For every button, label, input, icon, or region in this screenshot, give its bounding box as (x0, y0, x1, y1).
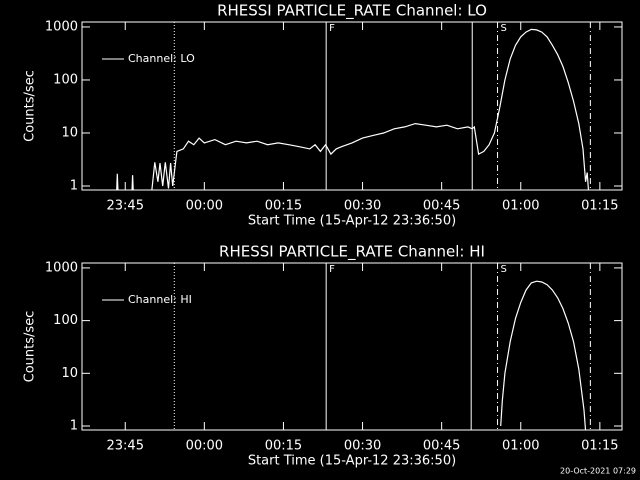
x-axis-label: Start Time (15-Apr-12 23:36:50) (248, 214, 456, 229)
x-tick-label: 00:45 (423, 439, 460, 454)
x-tick-label: 01:00 (502, 199, 539, 214)
y-tick-label: 10 (61, 366, 78, 381)
x-tick-label: 00:45 (423, 199, 460, 214)
x-tick-label: 00:15 (265, 439, 302, 454)
marker-label: S (501, 23, 507, 34)
data-line (116, 28, 590, 190)
footer-timestamp: 20-Oct-2021 07:29 (560, 467, 636, 476)
chart-title: RHESSI PARTICLE_RATE Channel: HI (219, 243, 485, 262)
plot-frame (81, 262, 623, 431)
x-tick-label: 01:15 (581, 199, 618, 214)
x-tick-label: 00:30 (344, 439, 381, 454)
marker-label: F (329, 264, 335, 275)
y-tick-label: 1 (70, 178, 78, 193)
y-tick-label: 10 (61, 125, 78, 140)
x-tick-label: 23:45 (107, 199, 144, 214)
legend-label: Channel: LO (128, 52, 195, 65)
y-tick-label: 1000 (45, 260, 78, 275)
y-tick-label: 1000 (45, 19, 78, 34)
y-axis-label: Counts/sec (23, 70, 38, 142)
marker-label: F (329, 23, 335, 34)
x-tick-label: 00:00 (186, 439, 223, 454)
marker-label: S (501, 264, 507, 275)
y-tick-label: 100 (53, 72, 78, 87)
chart-title: RHESSI PARTICLE_RATE Channel: LO (217, 2, 487, 21)
data-line (500, 280, 587, 430)
x-tick-label: 00:15 (265, 199, 302, 214)
x-tick-label: 01:15 (581, 439, 618, 454)
x-tick-label: 00:00 (186, 199, 223, 214)
y-tick-label: 100 (53, 313, 78, 328)
x-tick-label: 01:00 (502, 439, 539, 454)
x-axis-label: Start Time (15-Apr-12 23:36:50) (248, 454, 456, 469)
y-axis-label: Counts/sec (23, 311, 38, 383)
plot-frame (81, 21, 623, 191)
legend-label: Channel: HI (128, 293, 192, 306)
y-tick-label: 1 (70, 419, 78, 434)
x-tick-label: 23:45 (107, 439, 144, 454)
x-tick-label: 00:30 (344, 199, 381, 214)
